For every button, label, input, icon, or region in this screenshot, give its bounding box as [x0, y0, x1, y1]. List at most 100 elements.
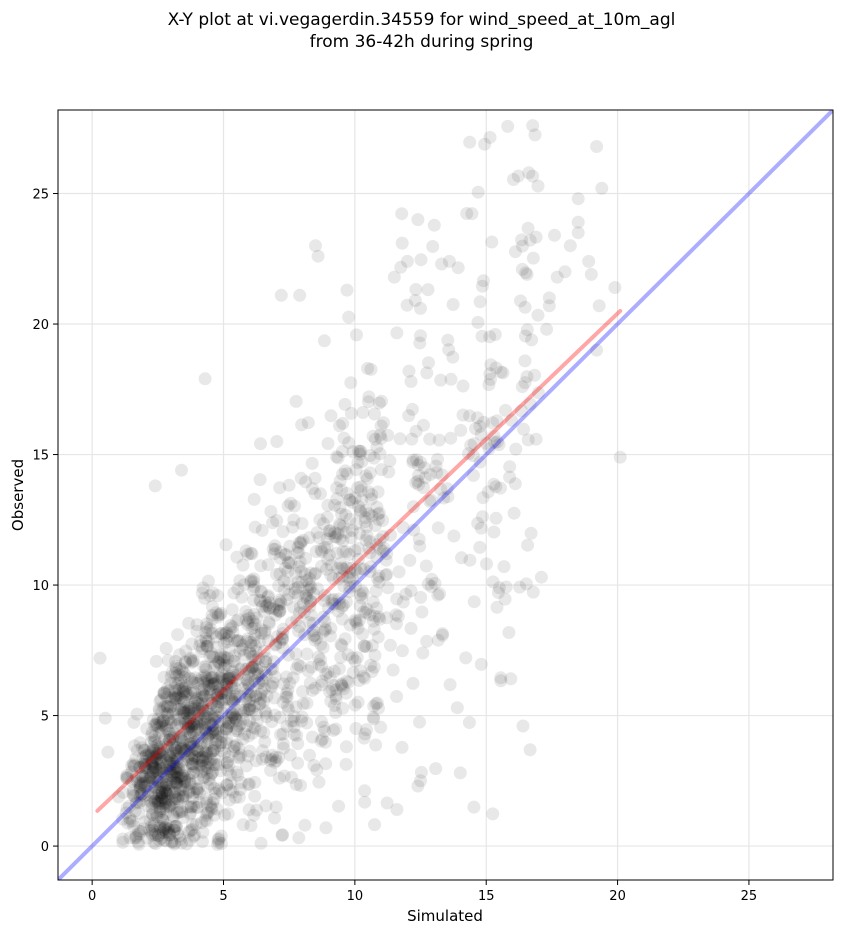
- scatter-point: [205, 696, 219, 710]
- scatter-point: [157, 821, 171, 835]
- scatter-point: [340, 674, 354, 688]
- scatter-point: [198, 669, 212, 682]
- scatter-point: [221, 807, 235, 821]
- scatter-point: [363, 449, 377, 462]
- scatter-point: [463, 409, 477, 423]
- scatter-point: [411, 779, 425, 793]
- scatter-point: [176, 741, 190, 755]
- scatter-point: [548, 228, 561, 242]
- scatter-point: [221, 658, 235, 672]
- scatter-point: [265, 680, 279, 694]
- scatter-point: [210, 691, 224, 705]
- scatter-point: [293, 555, 307, 569]
- scatter-point: [137, 780, 151, 794]
- scatter-point: [168, 691, 182, 705]
- scatter-point: [485, 235, 499, 249]
- scatter-point: [172, 805, 186, 819]
- scatter-point: [267, 547, 281, 561]
- scatter-point: [504, 672, 518, 686]
- scatter-point: [220, 635, 234, 649]
- scatter-point: [329, 706, 343, 719]
- scatter-point: [170, 752, 184, 766]
- scatter-point: [232, 751, 246, 765]
- scatter-point: [484, 358, 498, 372]
- scatter-point: [303, 676, 317, 690]
- scatter-point: [221, 672, 235, 686]
- scatter-point: [187, 719, 201, 732]
- scatter-point: [180, 688, 194, 702]
- scatter-point: [302, 578, 316, 592]
- scatter-point: [185, 757, 199, 771]
- scatter-point: [190, 691, 204, 705]
- scatter-point: [324, 409, 338, 423]
- scatter-point: [209, 758, 223, 772]
- scatter-point: [280, 719, 294, 733]
- scatter-point: [187, 654, 200, 668]
- scatter-point: [343, 512, 357, 526]
- scatter-point: [498, 592, 512, 606]
- scatter-point: [247, 649, 261, 663]
- scatter-point: [150, 810, 164, 824]
- scatter-point: [205, 626, 219, 640]
- scatter-point: [325, 593, 339, 607]
- scatter-point: [186, 791, 200, 804]
- scatter-point: [207, 752, 221, 766]
- scatter-point: [178, 742, 192, 756]
- scatter-point: [224, 619, 238, 632]
- scatter-point: [514, 404, 528, 418]
- scatter-point: [192, 751, 206, 765]
- scatter-point: [371, 485, 385, 499]
- scatter-point: [372, 701, 385, 715]
- scatter-point: [227, 744, 240, 758]
- scatter-point: [475, 329, 489, 343]
- scatter-point: [146, 761, 160, 775]
- scatter-point: [182, 721, 195, 735]
- scatter-point: [256, 674, 270, 688]
- scatter-point: [184, 824, 198, 838]
- scatter-point: [488, 328, 502, 341]
- scatter-point: [191, 720, 204, 734]
- scatter-point: [295, 418, 309, 432]
- scatter-point: [215, 693, 229, 707]
- scatter-point: [211, 710, 225, 724]
- scatter-point: [175, 836, 188, 850]
- scatter-point: [302, 616, 316, 629]
- scatter-point: [336, 534, 350, 548]
- scatter-point: [290, 728, 304, 742]
- scatter-point: [309, 545, 323, 558]
- scatter-point: [359, 469, 373, 483]
- scatter-point: [451, 261, 465, 275]
- scatter-point: [139, 757, 153, 771]
- scatter-point: [127, 759, 141, 773]
- scatter-point: [351, 456, 365, 470]
- scatter-point: [218, 746, 232, 760]
- scatter-point: [182, 767, 196, 781]
- scatter-point: [176, 790, 190, 804]
- scatter-point: [182, 825, 196, 839]
- scatter-point: [227, 739, 241, 753]
- scatter-point: [101, 745, 115, 759]
- scatter-point: [204, 768, 218, 782]
- scatter-point: [308, 681, 322, 695]
- scatter-point: [474, 657, 488, 671]
- scatter-point: [374, 720, 388, 734]
- scatter-point: [276, 695, 290, 709]
- scatter-point: [417, 461, 431, 475]
- scatter-point: [355, 455, 369, 469]
- scatter-point: [542, 291, 556, 305]
- scatter-point: [290, 613, 304, 627]
- scatter-point: [474, 521, 488, 535]
- scatter-point: [314, 734, 328, 748]
- scatter-point: [176, 665, 190, 679]
- scatter-point: [363, 466, 377, 480]
- scatter-point: [367, 712, 381, 726]
- scatter-point: [270, 514, 284, 528]
- scatter-point: [161, 699, 174, 713]
- scatter-point: [466, 468, 480, 482]
- scatter-point: [198, 762, 212, 776]
- scatter-point: [191, 744, 205, 758]
- scatter-point: [169, 662, 183, 676]
- scatter-point: [373, 533, 387, 547]
- scatter-point: [139, 779, 152, 793]
- scatter-point: [326, 597, 340, 610]
